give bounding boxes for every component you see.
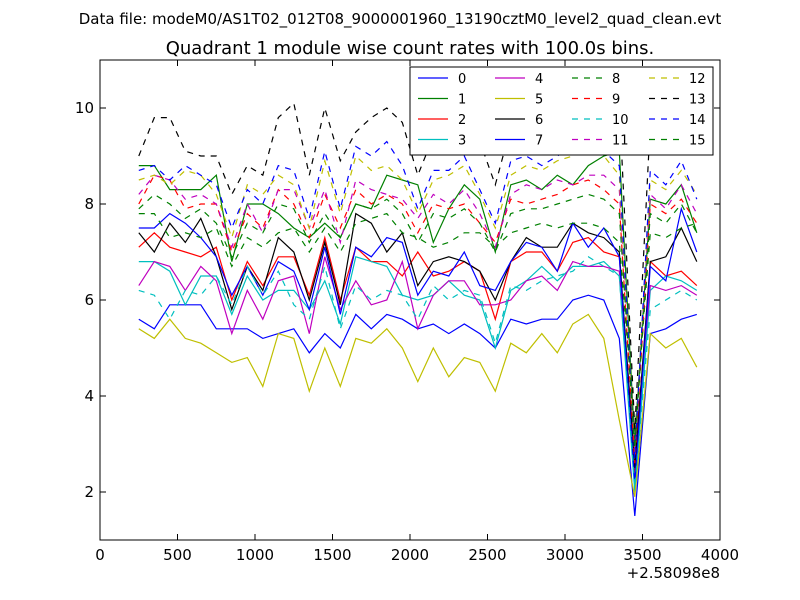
- series-6-line: [138, 212, 698, 469]
- series-8-line: [138, 212, 697, 435]
- legend-label-12: 12: [689, 72, 706, 87]
- legend-label-6: 6: [535, 113, 543, 128]
- legend-label-11: 11: [612, 134, 629, 149]
- series-3-line: [138, 256, 698, 493]
- series-5-line: [138, 313, 698, 497]
- x-tick-label: 3500: [623, 546, 661, 564]
- x-tick-label: 4000: [701, 546, 739, 564]
- legend-label-13: 13: [689, 93, 706, 108]
- legend-label-3: 3: [458, 134, 466, 149]
- legend-label-15: 15: [689, 134, 706, 149]
- x-tick-label: 2500: [468, 546, 506, 564]
- figure-suptitle: Data file: modeM0/AS1T02_012T08_90000019…: [79, 10, 722, 29]
- x-axis-offset-label: +2.58098e8: [627, 564, 720, 582]
- y-tick-label: 4: [84, 387, 94, 405]
- series-7-line: [138, 206, 698, 483]
- legend-label-8: 8: [612, 72, 620, 87]
- y-tick-label: 2: [84, 483, 94, 501]
- series-9-line: [138, 174, 698, 464]
- y-tick-label: 8: [84, 195, 94, 213]
- series-1-line: [138, 150, 698, 445]
- legend-label-9: 9: [612, 93, 620, 108]
- x-tick-label: 2000: [391, 546, 429, 564]
- x-tick-label: 3000: [546, 546, 584, 564]
- series-11-line: [138, 174, 698, 449]
- legend-box: [409, 66, 714, 156]
- chart-title: Quadrant 1 module wise count rates with …: [166, 38, 655, 59]
- series-15-line: [138, 193, 698, 449]
- legend-label-4: 4: [535, 72, 543, 87]
- legend-label-1: 1: [458, 93, 466, 108]
- legend-label-14: 14: [689, 113, 706, 128]
- y-tick-label: 10: [75, 99, 94, 117]
- series-4-line: [138, 256, 698, 454]
- y-axis: 2 4 6 8 10: [75, 99, 720, 501]
- x-tick-label: 1500: [313, 546, 351, 564]
- x-tick-label: 500: [163, 546, 192, 564]
- x-axis: 0 500 1000 1500 2000 2500 3000 3500 4000: [95, 60, 739, 564]
- series-2-line: [138, 231, 698, 473]
- legend-label-5: 5: [535, 93, 543, 108]
- x-tick-label: 0: [95, 546, 105, 564]
- x-tick-label: 1000: [236, 546, 274, 564]
- legend-label-7: 7: [535, 134, 543, 149]
- y-tick-label: 6: [84, 291, 94, 309]
- legend-label-2: 2: [458, 113, 466, 128]
- legend-label-0: 0: [458, 72, 466, 87]
- legend-label-10: 10: [612, 113, 629, 128]
